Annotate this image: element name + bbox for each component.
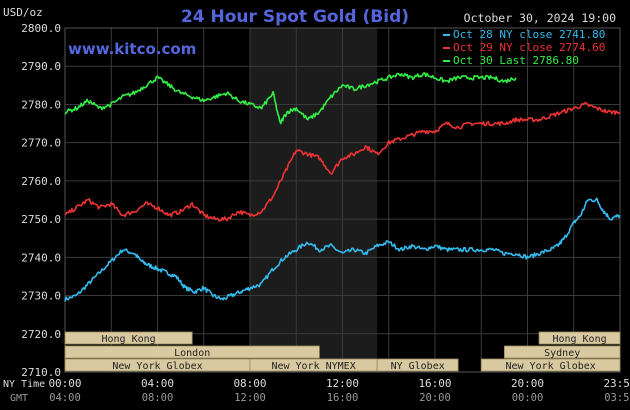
legend-entry: Oct 28 NY close 2741.80 bbox=[453, 28, 605, 41]
x-tick-label-gmt: 03:59 bbox=[604, 392, 630, 404]
session-bar bbox=[503, 345, 621, 359]
legend-entry: Oct 29 NY close 2774.60 bbox=[453, 41, 605, 54]
x-tick-label-ny: 23:59 bbox=[603, 377, 630, 390]
x-tick-label-gmt: 16:00 bbox=[327, 392, 359, 404]
x-tick-label-gmt: 04:00 bbox=[49, 392, 81, 404]
session-label: London bbox=[174, 348, 210, 359]
x-tick-label-gmt: 20:00 bbox=[419, 392, 451, 404]
site-watermark: www.kitco.com bbox=[68, 40, 196, 58]
date-label: October 30, 2024 19:00 bbox=[464, 11, 616, 25]
y-tick-label: 2770.0 bbox=[21, 137, 61, 150]
series-line bbox=[64, 197, 621, 302]
session-label: Hong Kong bbox=[552, 334, 606, 345]
gmt-label: GMT bbox=[10, 393, 28, 404]
session-label: Sydney bbox=[544, 348, 580, 359]
y-axis-ticks: 2710.0 2720.0 2730.0 2740.0 2750.0 2760.0 2770… bbox=[21, 22, 61, 379]
x-tick-label-ny: 08:00 bbox=[233, 377, 266, 390]
market-sessions: Hong Kong London New York Globex New York N… bbox=[64, 331, 621, 372]
plot-frame bbox=[64, 27, 621, 373]
session-bar bbox=[538, 331, 621, 345]
x-axis-ticks: 00:00 04:00 04:00 08:00 08:00 12:00 12:00 16:00… bbox=[48, 377, 630, 404]
price-series bbox=[64, 72, 621, 302]
session-bar bbox=[480, 358, 621, 372]
session-bar bbox=[64, 331, 193, 345]
legend-entry: Oct 30 Last 2786.80 bbox=[453, 54, 579, 67]
y-tick-label: 2750.0 bbox=[21, 213, 61, 226]
x-tick-label-ny: 16:00 bbox=[418, 377, 451, 390]
session-bar bbox=[64, 345, 320, 359]
x-tick-label-gmt: 08:00 bbox=[142, 392, 174, 404]
session-label: New York NYMEX bbox=[271, 361, 355, 372]
ny-time-label: NY Time bbox=[3, 379, 45, 390]
y-tick-label: 2710.0 bbox=[21, 366, 61, 379]
y-tick-label: 2790.0 bbox=[21, 60, 61, 73]
y-tick-label: 2780.0 bbox=[21, 98, 61, 111]
x-tick-label-ny: 12:00 bbox=[326, 377, 359, 390]
x-tick-label-ny: 00:00 bbox=[48, 377, 81, 390]
series-line bbox=[64, 101, 621, 222]
x-tick-label-ny: 20:00 bbox=[511, 377, 544, 390]
series-line bbox=[64, 72, 517, 125]
y-tick-label: 2740.0 bbox=[21, 251, 61, 264]
y-axis-unit-label: USD/oz bbox=[3, 6, 43, 19]
x-tick-label-ny: 04:00 bbox=[141, 377, 174, 390]
session-label: New York Globex bbox=[112, 361, 202, 372]
chart-title: 24 Hour Spot Gold (Bid) bbox=[181, 7, 409, 27]
session-label: NY Globex bbox=[391, 361, 445, 372]
y-tick-label: 2730.0 bbox=[21, 290, 61, 303]
y-tick-label: 2760.0 bbox=[21, 175, 61, 188]
y-tick-label: 2800.0 bbox=[21, 22, 61, 35]
x-tick-label-gmt: 12:00 bbox=[234, 392, 266, 404]
y-tick-label: 2720.0 bbox=[21, 328, 61, 341]
x-tick-label-gmt: 00:00 bbox=[512, 392, 544, 404]
session-label: New York Globex bbox=[505, 361, 595, 372]
session-bar bbox=[376, 358, 459, 372]
session-label: Hong Kong bbox=[102, 334, 156, 345]
